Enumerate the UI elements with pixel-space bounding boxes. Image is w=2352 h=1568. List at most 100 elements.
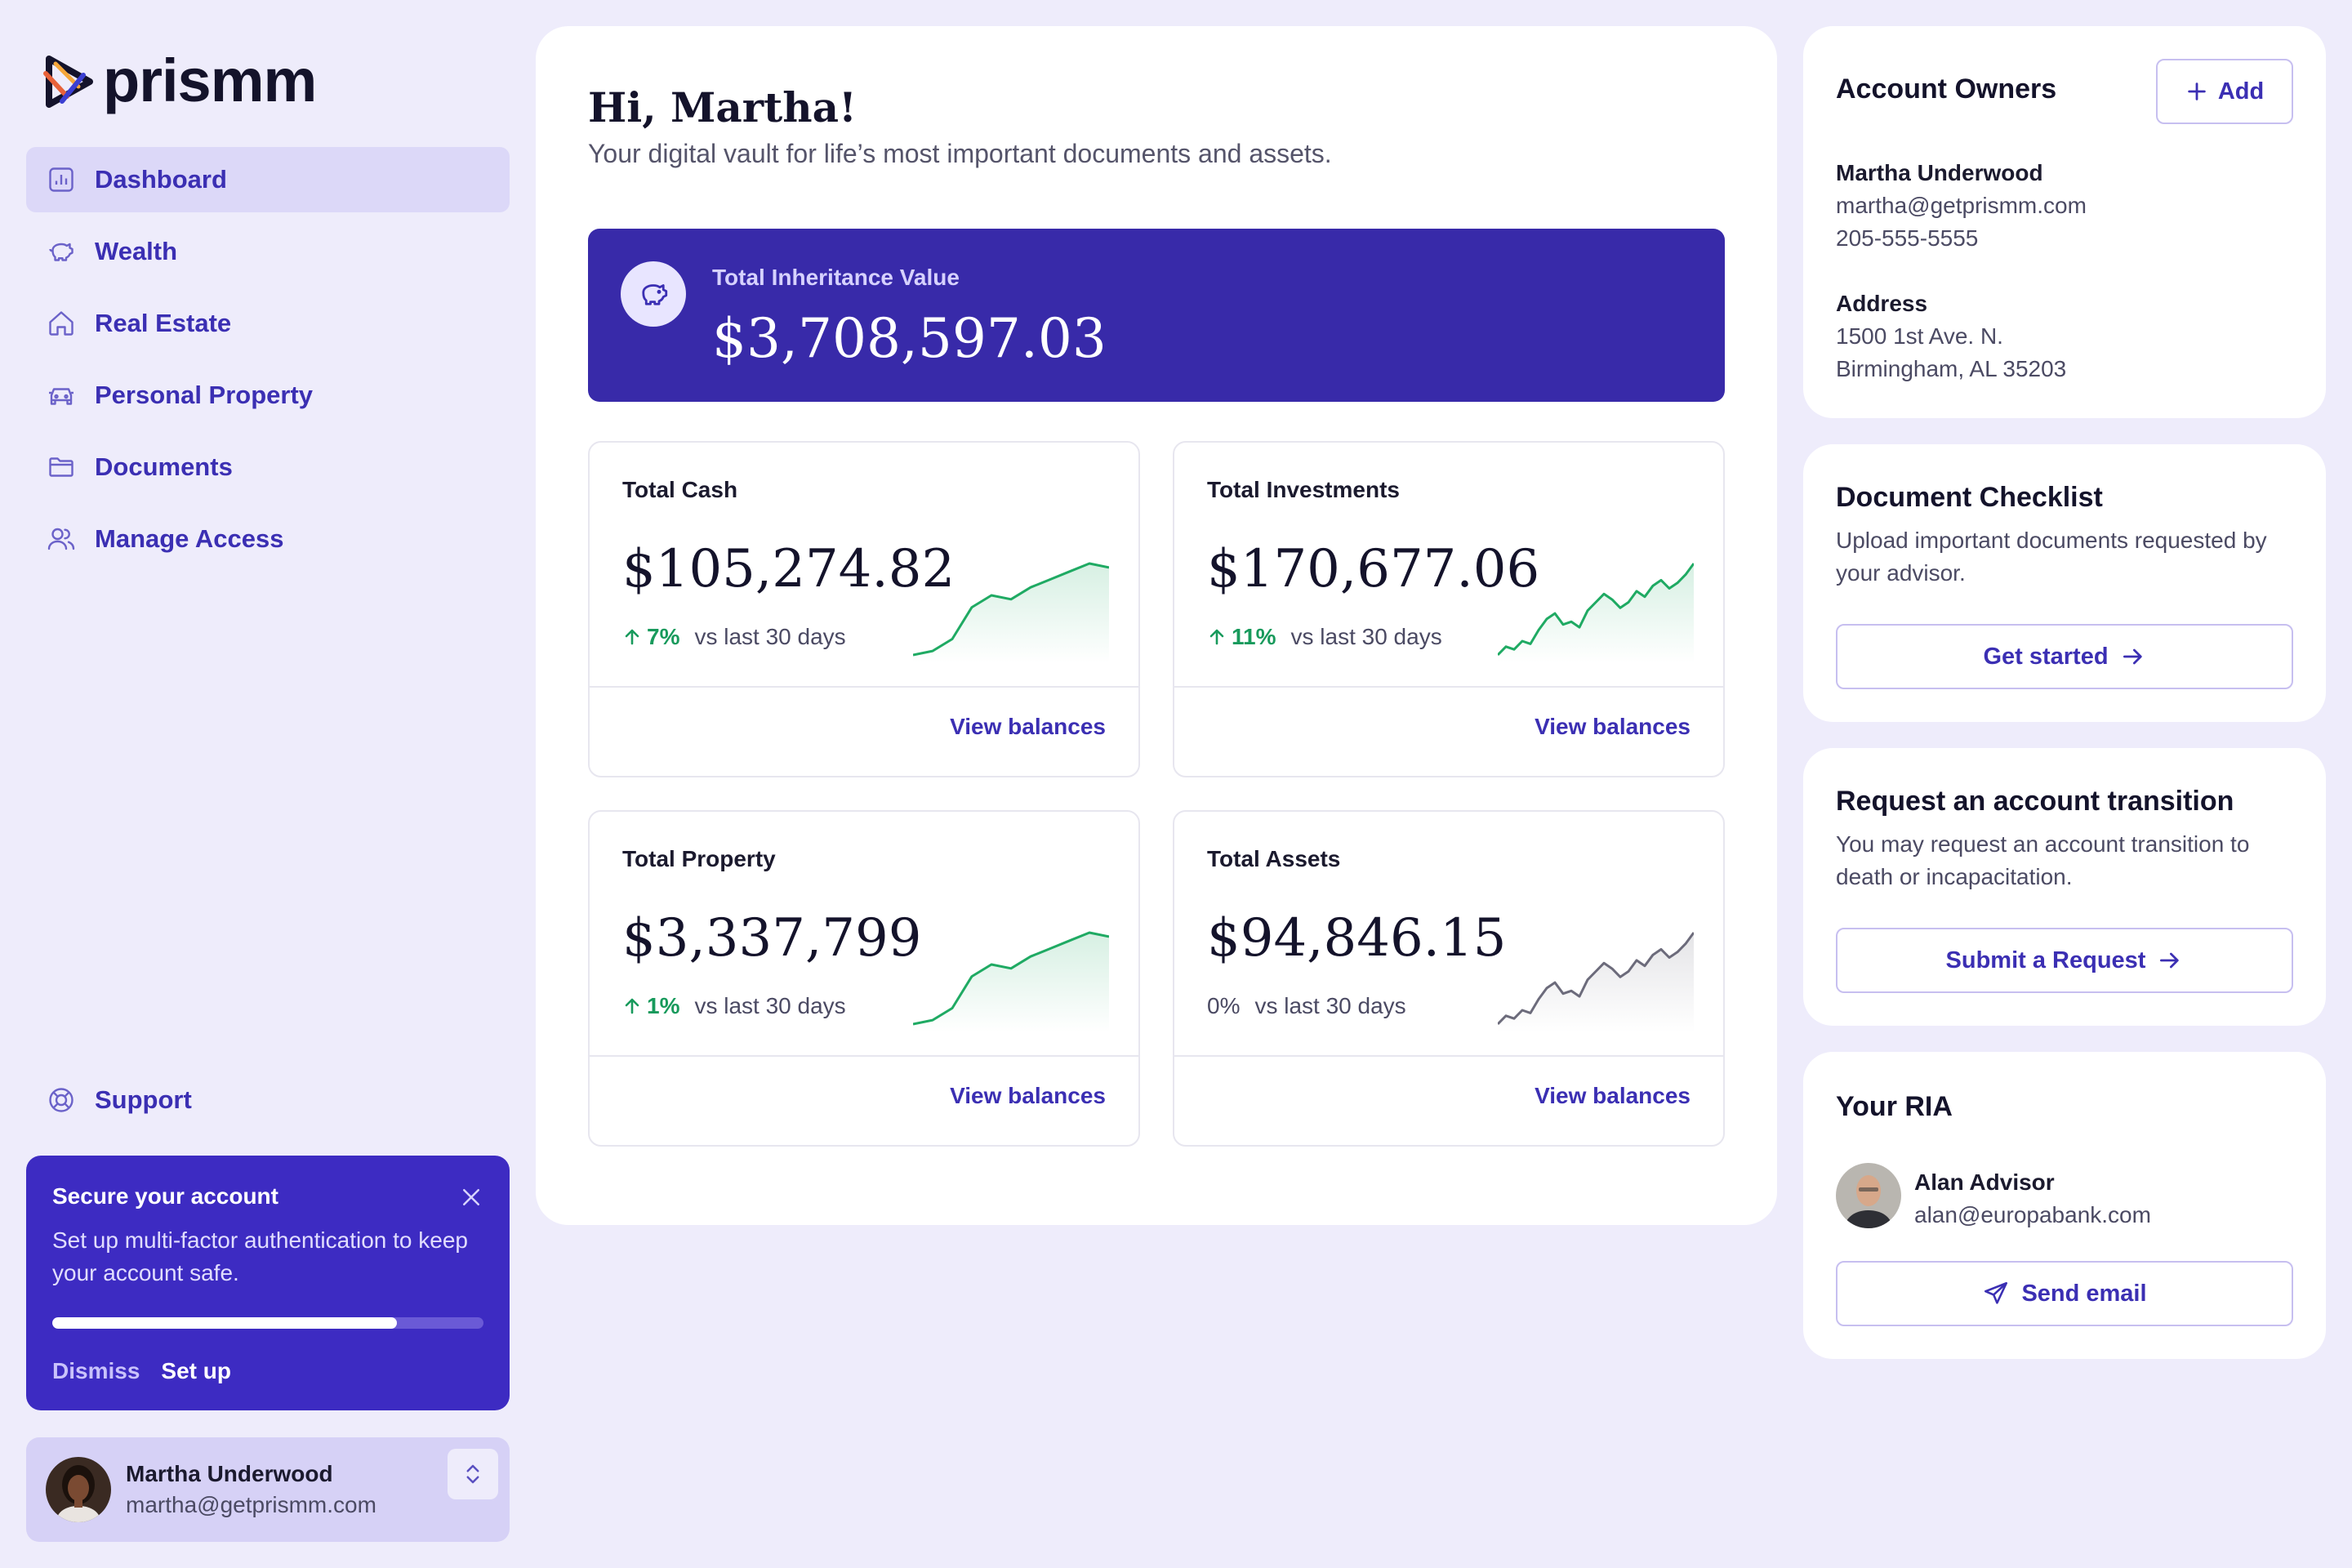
sidebar-item-label: Dashboard (95, 165, 227, 194)
setup-button[interactable]: Set up (161, 1358, 231, 1383)
send-icon (1984, 1281, 2008, 1304)
logo[interactable]: prismm (42, 47, 317, 114)
account-transition-card: Request an account transition You may re… (1803, 748, 2326, 1026)
view-balances-link[interactable]: View balances (950, 1083, 1106, 1108)
card-value: $105,274.82 (622, 539, 956, 599)
card-change: 1% vs last 30 days (622, 993, 846, 1019)
add-owner-button[interactable]: Add (2156, 59, 2293, 124)
card-change-percent: 1% (647, 993, 680, 1018)
sparkline-area (913, 564, 1109, 663)
card-label: Total Assets (1207, 846, 1341, 871)
card-title: Your RIA (1836, 1091, 1953, 1122)
card-change-percent: 0% (1207, 993, 1241, 1018)
card-description: Upload important documents requested by … (1836, 528, 2267, 586)
view-balances-link[interactable]: View balances (1535, 1083, 1690, 1108)
arrow-right-icon (2123, 648, 2142, 665)
mfa-title: Secure your account (52, 1183, 278, 1209)
users-icon (46, 523, 77, 555)
summary-card-property: Total Property $3,337,799 1% vs last 30 … (588, 810, 1140, 1147)
address-line-1: 1500 1st Ave. N. (1836, 323, 2003, 349)
sidebar-item-label: Wealth (95, 237, 178, 265)
chart-icon (46, 164, 77, 195)
sparkline-chart (913, 931, 1109, 1032)
card-change-period: vs last 30 days (694, 624, 846, 649)
chevron-up-down-icon (466, 1464, 479, 1484)
sparkline-area (913, 933, 1109, 1032)
view-balances-link[interactable]: View balances (1535, 714, 1690, 739)
card-value: $94,846.15 (1207, 908, 1507, 969)
life-buoy-icon (46, 1085, 77, 1116)
car-icon (46, 380, 77, 411)
avatar (46, 1457, 111, 1522)
close-icon[interactable] (459, 1185, 483, 1209)
sidebar-item-documents[interactable]: Documents (26, 434, 510, 500)
user-account-switcher[interactable]: Martha Underwood martha@getprismm.com (26, 1437, 510, 1542)
sidebar-item-personal-property[interactable]: Personal Property (26, 363, 510, 428)
card-value: $3,337,799 (622, 908, 922, 969)
sidebar: prismm Dashboard Wealth Real Estate Pers… (26, 0, 510, 1568)
piggy-bank-icon (46, 236, 77, 267)
card-change-period: vs last 30 days (694, 993, 846, 1018)
sidebar-item-support[interactable]: Support (26, 1067, 510, 1133)
inheritance-summary: Total Inheritance Value $3,708,597.03 (588, 229, 1725, 402)
sparkline-area (1498, 933, 1694, 1032)
dismiss-button[interactable]: Dismiss (52, 1358, 140, 1383)
sidebar-item-dashboard[interactable]: Dashboard (26, 147, 510, 212)
home-icon (46, 308, 77, 339)
card-change-period: vs last 30 days (1254, 993, 1406, 1018)
view-balances-link[interactable]: View balances (950, 714, 1106, 739)
arrow-up-icon (625, 998, 639, 1014)
mfa-description: Set up multi-factor authentication to ke… (52, 1227, 468, 1285)
card-change: 7% vs last 30 days (622, 624, 846, 650)
folder-icon (46, 452, 77, 483)
summary-card-investments: Total Investments $170,677.06 11% vs las… (1173, 441, 1725, 777)
brand-name: prismm (103, 47, 317, 114)
sidebar-item-wealth[interactable]: Wealth (26, 219, 510, 284)
card-title: Document Checklist (1836, 482, 2103, 513)
mfa-banner: Secure your account Set up multi-factor … (26, 1156, 510, 1410)
card-value: $170,677.06 (1207, 539, 1540, 599)
card-change: 0% vs last 30 days (1207, 993, 1406, 1019)
arrow-up-icon (625, 629, 639, 645)
send-email-button[interactable]: Send email (1836, 1261, 2293, 1326)
sidebar-nav: Dashboard Wealth Real Estate Personal Pr… (26, 147, 510, 578)
card-change-period: vs last 30 days (1290, 624, 1442, 649)
sidebar-item-manage-access[interactable]: Manage Access (26, 506, 510, 572)
account-owners-card: Account Owners Add Martha Underwood mart… (1803, 26, 2326, 418)
get-started-button[interactable]: Get started (1836, 624, 2293, 689)
card-label: Total Property (622, 846, 776, 871)
piggy-bank-icon (621, 261, 686, 327)
sidebar-item-label: Documents (95, 452, 233, 481)
inheritance-label: Total Inheritance Value (712, 265, 960, 290)
sidebar-item-label: Real Estate (95, 309, 232, 337)
sparkline-chart (1498, 932, 1694, 1032)
address-label: Address (1836, 291, 1928, 316)
button-label: Send email (2021, 1280, 2147, 1307)
sidebar-item-label: Manage Access (95, 524, 284, 553)
account-switcher-button[interactable] (448, 1449, 498, 1499)
support-label: Support (95, 1085, 192, 1114)
divider (590, 1055, 1138, 1057)
submit-request-button[interactable]: Submit a Request (1836, 928, 2293, 993)
divider (1174, 686, 1723, 688)
sparkline-chart (1498, 563, 1694, 663)
button-label: Submit a Request (1945, 947, 2146, 973)
arrow-right-icon (2160, 952, 2180, 969)
user-name: Martha Underwood (126, 1461, 333, 1486)
mfa-progress-fill (52, 1317, 398, 1329)
sidebar-item-real-estate[interactable]: Real Estate (26, 291, 510, 356)
card-description: You may request an account transition to… (1836, 831, 2250, 889)
owner-email: martha@getprismm.com (1836, 193, 2087, 218)
card-change: 11% vs last 30 days (1207, 624, 1442, 650)
button-label: Get started (1983, 643, 2109, 670)
card-change-percent: 7% (647, 624, 680, 649)
dashboard-panel: Hi, Martha! Your digital vault for life’… (536, 26, 1777, 1225)
prismm-logo-icon (43, 56, 93, 108)
advisor-avatar (1836, 1163, 1901, 1228)
advisor-name: Alan Advisor (1914, 1169, 2055, 1195)
card-change-percent: 11% (1232, 624, 1276, 649)
add-label: Add (2217, 78, 2265, 105)
sparkline-area (1498, 564, 1694, 663)
address-line-2: Birmingham, AL 35203 (1836, 356, 2067, 381)
sparkline-chart (913, 562, 1109, 663)
